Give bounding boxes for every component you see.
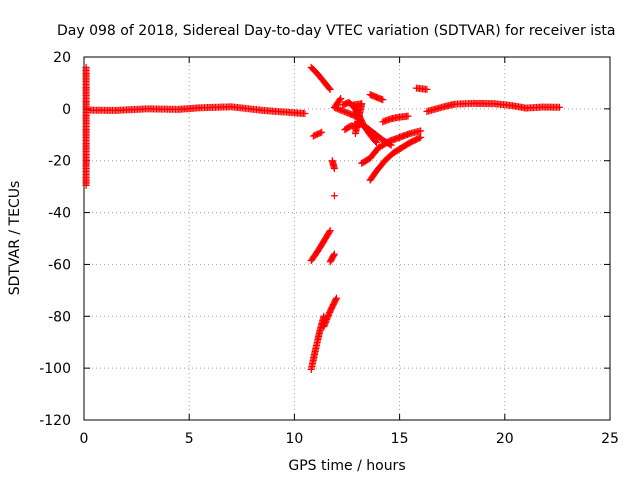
- x-tick-label: 0: [80, 431, 89, 447]
- point-arc-short-2: [318, 128, 326, 136]
- y-tick-label: -20: [48, 154, 71, 170]
- point-arc-upper-right-2: [379, 96, 387, 104]
- x-tick-label: 5: [185, 431, 194, 447]
- point-arc-upper-right-1: [372, 137, 380, 145]
- point-arc-baseline-a: [301, 110, 309, 118]
- point-arc-drop-1: [326, 227, 334, 235]
- point-arc-short-2: [316, 129, 324, 137]
- point-arc-short-3: [330, 164, 338, 172]
- y-tick-label: -60: [48, 257, 71, 273]
- x-tick-label: 15: [391, 431, 409, 447]
- point-arc-fan-2: [415, 134, 423, 142]
- y-tick-label: 0: [62, 102, 71, 118]
- point-arc-drop-1: [325, 228, 333, 236]
- point-arc-isolated: [351, 129, 359, 137]
- point-arc-deep-2: [332, 295, 340, 303]
- x-tick-label: 25: [601, 431, 619, 447]
- point-arc-drop-2: [330, 251, 338, 259]
- x-axis-label: GPS time / hours: [288, 458, 405, 474]
- y-tick-labels: -120 -100 -80 -60 -40 -20 0 20: [39, 50, 71, 429]
- point-arc-baseline-b: [556, 103, 564, 111]
- point-arc-rising-descent: [325, 84, 333, 92]
- point-edge-points: [82, 181, 90, 189]
- x-tick-label: 10: [285, 431, 303, 447]
- point-arc-upper-right-1: [372, 139, 380, 147]
- y-tick-label: -100: [39, 361, 71, 377]
- y-axis-label: SDTVAR / TECUs: [7, 181, 23, 296]
- axis-ticks: [83, 56, 611, 421]
- chart-title: Day 098 of 2018, Sidereal Day-to-day VTE…: [57, 23, 615, 39]
- point-arc-short-1: [423, 85, 431, 93]
- point-arc-drop-2: [330, 250, 338, 258]
- y-tick-label: 20: [53, 50, 71, 66]
- point-arc-short-4: [330, 192, 338, 200]
- y-tick-label: -40: [48, 206, 71, 222]
- point-arc-deep-2: [332, 294, 340, 302]
- plot-frame: [83, 56, 611, 421]
- point-arc-fan-3: [404, 112, 412, 120]
- point-arc-fan-2: [417, 133, 425, 141]
- point-arc-fan-1: [417, 127, 425, 135]
- data-points: [82, 63, 564, 373]
- x-tick-labels: 0 5 10 15 20 25: [80, 431, 619, 447]
- x-tick-label: 20: [496, 431, 514, 447]
- y-tick-label: -120: [39, 413, 71, 429]
- y-tick-label: -80: [48, 309, 71, 325]
- point-arc-rising-descent: [326, 85, 334, 93]
